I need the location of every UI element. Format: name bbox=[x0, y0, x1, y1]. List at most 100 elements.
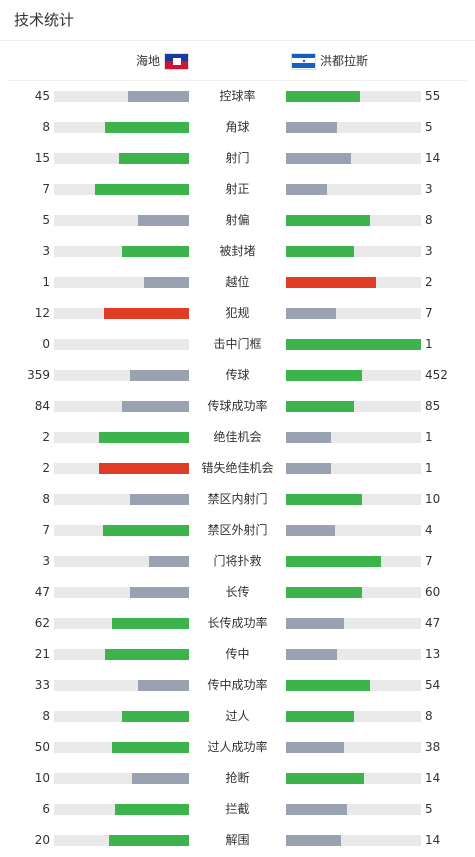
home-value: 21 bbox=[34, 647, 50, 661]
home-bar-fill bbox=[114, 804, 189, 815]
home-bar-track bbox=[54, 401, 189, 412]
away-bar-track bbox=[286, 494, 421, 505]
away-value: 8 bbox=[425, 213, 433, 227]
section-title: 技术统计 bbox=[14, 11, 75, 29]
stat-label: 错失绝佳机会 bbox=[201, 461, 274, 475]
stat-row: 2 绝佳机会 1 bbox=[0, 422, 475, 453]
away-bar-fill bbox=[286, 246, 354, 257]
stat-label: 传中成功率 bbox=[207, 678, 268, 692]
home-bar-fill bbox=[121, 401, 189, 412]
away-bar-track bbox=[286, 742, 421, 753]
away-bar-fill bbox=[286, 277, 377, 288]
stat-row: 7 禁区外射门 4 bbox=[0, 515, 475, 546]
home-bar-fill bbox=[129, 494, 189, 505]
away-value: 38 bbox=[425, 740, 441, 754]
away-bar-track bbox=[286, 184, 421, 195]
home-team[interactable]: 海地 bbox=[136, 52, 189, 70]
away-value: 7 bbox=[425, 306, 433, 320]
away-bar-track bbox=[286, 773, 421, 784]
stat-row: 5 射偏 8 bbox=[0, 205, 475, 236]
away-bar-fill bbox=[286, 556, 381, 567]
away-bar-track bbox=[286, 215, 421, 226]
away-bar-fill bbox=[286, 804, 347, 815]
away-bar-fill bbox=[286, 122, 338, 133]
stat-row: 45 控球率 55 bbox=[0, 81, 475, 112]
stat-label: 长传 bbox=[225, 585, 250, 599]
stat-label: 射正 bbox=[225, 182, 250, 196]
home-bar-track bbox=[54, 835, 189, 846]
home-value: 84 bbox=[34, 399, 50, 413]
home-bar-fill bbox=[112, 742, 189, 753]
home-bar-track bbox=[54, 277, 189, 288]
stat-label: 解围 bbox=[225, 833, 250, 847]
away-bar-track bbox=[286, 153, 421, 164]
stat-row: 8 过人 8 bbox=[0, 701, 475, 732]
home-bar-track bbox=[54, 742, 189, 753]
stat-row: 15 射门 14 bbox=[0, 143, 475, 174]
away-value: 1 bbox=[425, 461, 433, 475]
header-divider bbox=[8, 80, 467, 81]
stat-label: 越位 bbox=[225, 275, 250, 289]
home-value: 1 bbox=[42, 275, 50, 289]
stat-label: 传球 bbox=[225, 368, 250, 382]
title-divider bbox=[0, 40, 475, 41]
away-bar-track bbox=[286, 680, 421, 691]
home-bar-track bbox=[54, 91, 189, 102]
away-bar-track bbox=[286, 556, 421, 567]
home-bar-track bbox=[54, 556, 189, 567]
home-bar-track bbox=[54, 432, 189, 443]
away-bar-track bbox=[286, 91, 421, 102]
away-bar-fill bbox=[286, 587, 362, 598]
stat-row: 3 被封堵 3 bbox=[0, 236, 475, 267]
team-header: 海地 洪都拉斯 bbox=[0, 52, 475, 72]
stat-row: 359 传球 452 bbox=[0, 360, 475, 391]
home-bar-track bbox=[54, 525, 189, 536]
away-bar-fill bbox=[286, 184, 327, 195]
away-bar-fill bbox=[286, 153, 351, 164]
home-bar-fill bbox=[121, 711, 189, 722]
away-bar-track bbox=[286, 804, 421, 815]
home-value: 8 bbox=[42, 120, 50, 134]
stat-row: 8 角球 5 bbox=[0, 112, 475, 143]
stat-label: 过人成功率 bbox=[207, 740, 268, 754]
home-bar-track bbox=[54, 618, 189, 629]
home-bar-track bbox=[54, 587, 189, 598]
away-value: 14 bbox=[425, 833, 441, 847]
home-bar-track bbox=[54, 215, 189, 226]
home-bar-fill bbox=[98, 432, 189, 443]
away-bar-fill bbox=[286, 463, 331, 474]
home-bar-fill bbox=[129, 587, 189, 598]
away-bar-fill bbox=[286, 339, 421, 350]
stat-label: 控球率 bbox=[219, 89, 256, 103]
stat-row: 33 传中成功率 54 bbox=[0, 670, 475, 701]
stat-row: 7 射正 3 bbox=[0, 174, 475, 205]
home-value: 8 bbox=[42, 709, 50, 723]
away-team[interactable]: 洪都拉斯 bbox=[291, 52, 368, 70]
away-bar-track bbox=[286, 649, 421, 660]
stat-row: 21 传中 13 bbox=[0, 639, 475, 670]
home-bar-fill bbox=[132, 773, 189, 784]
away-value: 452 bbox=[425, 368, 448, 382]
away-bar-fill bbox=[286, 215, 370, 226]
home-bar-fill bbox=[144, 277, 189, 288]
home-bar-track bbox=[54, 711, 189, 722]
away-bar-fill bbox=[286, 835, 342, 846]
away-bar-fill bbox=[286, 91, 361, 102]
away-value: 47 bbox=[425, 616, 441, 630]
away-value: 13 bbox=[425, 647, 441, 661]
home-bar-track bbox=[54, 649, 189, 660]
away-value: 60 bbox=[425, 585, 441, 599]
stat-label: 拦截 bbox=[225, 802, 250, 816]
stat-row: 8 禁区内射门 10 bbox=[0, 484, 475, 515]
home-bar-track bbox=[54, 463, 189, 474]
away-value: 55 bbox=[425, 89, 441, 103]
away-bar-fill bbox=[286, 649, 338, 660]
haiti-flag-icon bbox=[164, 52, 189, 70]
away-bar-fill bbox=[286, 401, 354, 412]
stat-label: 被封堵 bbox=[219, 244, 256, 258]
away-bar-track bbox=[286, 432, 421, 443]
home-bar-track bbox=[54, 339, 189, 350]
away-value: 85 bbox=[425, 399, 441, 413]
home-bar-fill bbox=[137, 680, 189, 691]
home-value: 5 bbox=[42, 213, 50, 227]
